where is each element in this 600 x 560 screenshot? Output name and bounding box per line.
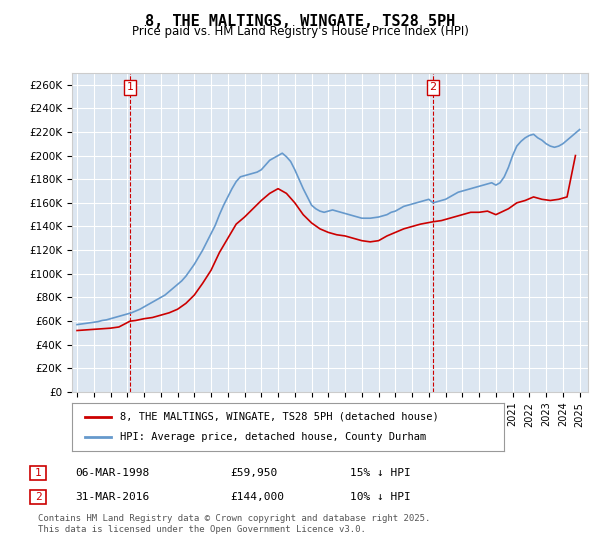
Text: 10% ↓ HPI: 10% ↓ HPI: [350, 492, 411, 502]
Text: £144,000: £144,000: [230, 492, 284, 502]
Text: 1: 1: [35, 468, 41, 478]
Text: £59,950: £59,950: [230, 468, 277, 478]
Text: 2: 2: [35, 492, 41, 502]
Text: 15% ↓ HPI: 15% ↓ HPI: [350, 468, 411, 478]
Text: 06-MAR-1998: 06-MAR-1998: [75, 468, 149, 478]
FancyBboxPatch shape: [30, 466, 46, 479]
FancyBboxPatch shape: [30, 490, 46, 503]
Text: HPI: Average price, detached house, County Durham: HPI: Average price, detached house, Coun…: [119, 432, 426, 442]
Text: 8, THE MALTINGS, WINGATE, TS28 5PH (detached house): 8, THE MALTINGS, WINGATE, TS28 5PH (deta…: [119, 412, 438, 422]
Text: 2: 2: [430, 82, 437, 92]
Text: 8, THE MALTINGS, WINGATE, TS28 5PH: 8, THE MALTINGS, WINGATE, TS28 5PH: [145, 14, 455, 29]
Text: Contains HM Land Registry data © Crown copyright and database right 2025.
This d: Contains HM Land Registry data © Crown c…: [38, 514, 430, 534]
Text: 31-MAR-2016: 31-MAR-2016: [75, 492, 149, 502]
Text: 1: 1: [127, 82, 134, 92]
Text: Price paid vs. HM Land Registry's House Price Index (HPI): Price paid vs. HM Land Registry's House …: [131, 25, 469, 38]
